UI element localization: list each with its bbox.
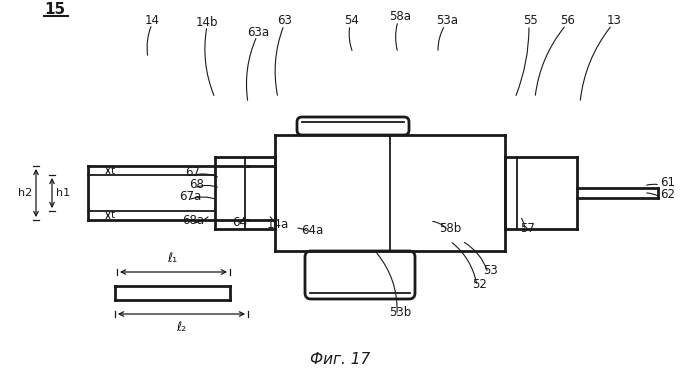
FancyBboxPatch shape bbox=[305, 251, 415, 299]
Text: 53: 53 bbox=[482, 265, 498, 277]
FancyBboxPatch shape bbox=[297, 117, 409, 135]
Text: ℓ₂: ℓ₂ bbox=[176, 321, 187, 334]
Text: 53b: 53b bbox=[389, 307, 411, 319]
Text: 14b: 14b bbox=[196, 15, 218, 28]
Text: 56: 56 bbox=[561, 14, 575, 28]
Text: 68: 68 bbox=[190, 178, 204, 192]
Text: 58b: 58b bbox=[439, 222, 461, 234]
Text: 54: 54 bbox=[344, 14, 359, 28]
Text: 58a: 58a bbox=[389, 11, 411, 23]
Text: h2: h2 bbox=[18, 188, 32, 198]
Text: 68a: 68a bbox=[182, 214, 204, 226]
Text: 15: 15 bbox=[44, 3, 66, 17]
Text: 53a: 53a bbox=[436, 14, 458, 28]
Text: h1: h1 bbox=[56, 188, 70, 198]
Text: 67: 67 bbox=[186, 166, 200, 180]
Text: 62: 62 bbox=[661, 189, 676, 201]
Text: t: t bbox=[111, 211, 115, 220]
Text: 64a: 64a bbox=[301, 225, 323, 237]
Text: 52: 52 bbox=[473, 277, 487, 291]
Text: t: t bbox=[111, 166, 115, 175]
Text: 63: 63 bbox=[278, 14, 293, 28]
Text: 55: 55 bbox=[523, 14, 538, 26]
Text: 67a: 67a bbox=[179, 191, 201, 203]
Text: 61: 61 bbox=[661, 177, 676, 189]
Text: 13: 13 bbox=[607, 14, 622, 28]
Text: 64: 64 bbox=[232, 217, 248, 229]
Text: ℓ₁: ℓ₁ bbox=[167, 252, 178, 265]
Text: 63a: 63a bbox=[247, 25, 269, 39]
Text: Фиг. 17: Фиг. 17 bbox=[310, 353, 370, 367]
Text: 14a: 14a bbox=[267, 217, 289, 231]
Text: 14: 14 bbox=[144, 14, 160, 26]
Text: 57: 57 bbox=[521, 222, 536, 234]
